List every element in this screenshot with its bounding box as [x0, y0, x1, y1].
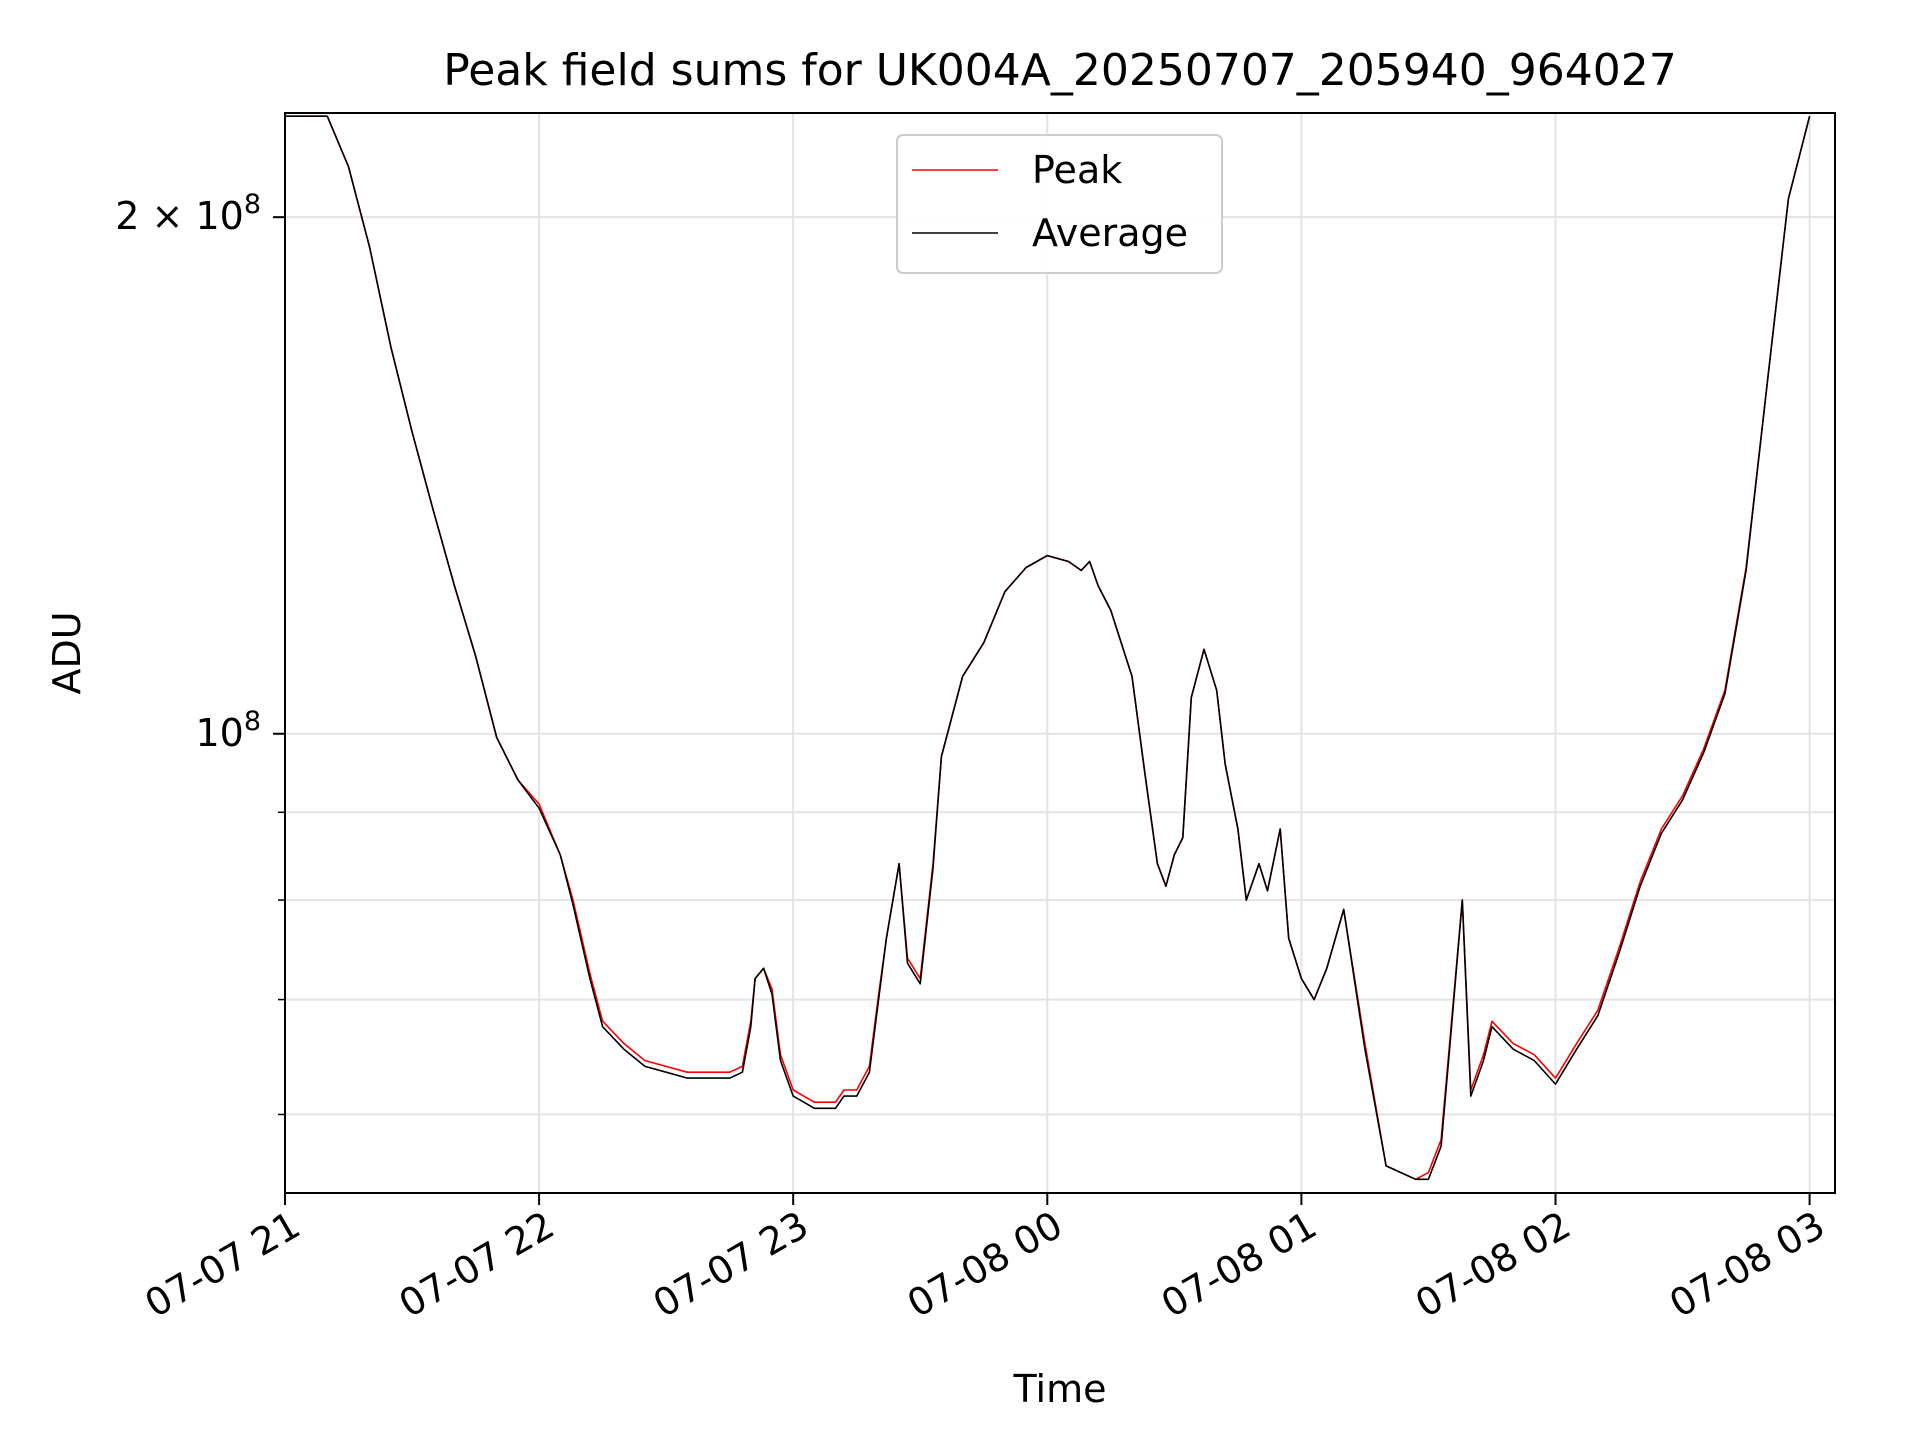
y-tick-label: 2 × 108 — [115, 189, 261, 238]
plot-frame — [284, 112, 1836, 1194]
x-axis-label: Time — [1013, 1367, 1107, 1411]
legend-label-peak: Peak — [1032, 148, 1122, 192]
series-line-average — [285, 115, 1811, 1181]
grid — [284, 113, 1835, 1193]
legend-label-average: Average — [1032, 211, 1188, 255]
series-layer — [285, 115, 1811, 1181]
chart-title: Peak field sums for UK004A_20250707_2059… — [443, 45, 1676, 96]
y-tick-label-exponent: 8 — [244, 189, 261, 220]
y-tick-label: 108 — [195, 706, 261, 755]
y-tick-label-base: 10 — [195, 711, 243, 755]
legend: Peak Average — [896, 134, 1223, 274]
y-tick-label-base: 2 × 10 — [115, 194, 244, 238]
y-axis-label: ADU — [45, 611, 89, 694]
y-tick-label-exponent: 8 — [244, 706, 261, 737]
